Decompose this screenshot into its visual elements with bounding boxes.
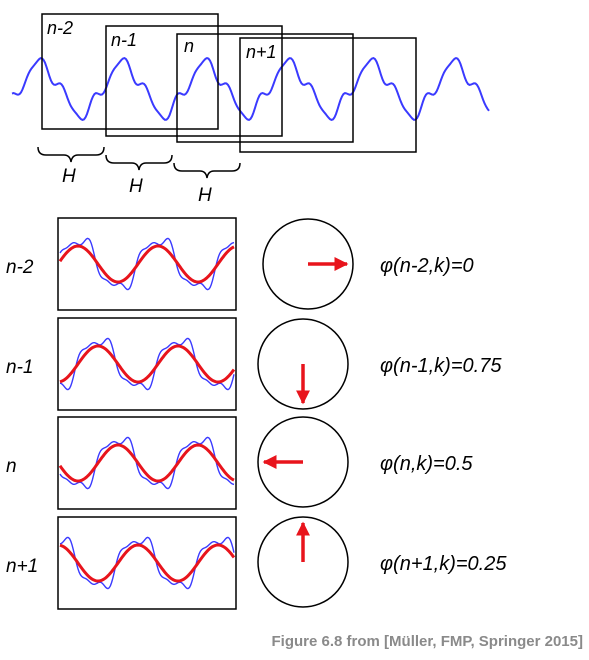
frame-signal: [59, 536, 235, 590]
phase-row: n φ(n,k)=0.5: [6, 416, 473, 510]
top-frame-label: n-1: [111, 30, 137, 50]
phase-circle: [262, 218, 354, 310]
hop-brace-1: H: [37, 146, 105, 187]
phase-value-label: φ(n-2,k)=0: [380, 255, 474, 277]
frame-signal: [59, 436, 235, 490]
fitted-sinusoid: [58, 443, 235, 483]
phase-value-label: φ(n+1,k)=0.25: [380, 553, 507, 575]
row-frame-label: n-1: [6, 357, 33, 378]
top-frame-3: n: [176, 33, 354, 143]
frame-box: [57, 516, 237, 610]
phase-circle: [257, 318, 349, 410]
hop-label: H: [129, 176, 143, 197]
top-frame-1: n-2: [41, 13, 219, 130]
fitted-sinusoid: [59, 543, 236, 583]
top-frame-2: n-1: [105, 25, 283, 137]
fitted-sinusoid: [59, 344, 236, 384]
phase-row: n-1 φ(n-1,k)=0.75: [6, 317, 502, 411]
phase-circle: [257, 516, 349, 608]
top-signal-waveform: [11, 57, 490, 121]
row-frame-label: n-2: [6, 257, 34, 278]
phase-circle: [257, 416, 349, 508]
figure-caption: Figure 6.8 from [Müller, FMP, Springer 2…: [272, 633, 583, 650]
row-frame-label: n+1: [6, 556, 38, 577]
fitted-sinusoid: [58, 244, 235, 284]
row-frame-label: n: [6, 456, 17, 477]
hop-brace-2: H: [105, 154, 173, 197]
top-frame-label: n+1: [246, 42, 277, 62]
phase-row: n-2 φ(n-2,k)=0: [6, 217, 474, 311]
frame-signal: [59, 237, 235, 291]
top-frame-4: n+1: [239, 37, 417, 153]
hop-label: H: [62, 166, 76, 187]
frame-box: [57, 217, 237, 311]
frame-box: [57, 317, 237, 411]
hop-label: H: [198, 185, 212, 206]
top-frame-label: n-2: [47, 18, 73, 38]
phase-row: n+1 φ(n+1,k)=0.25: [6, 516, 507, 610]
frame-signal: [59, 337, 235, 391]
phase-value-label: φ(n-1,k)=0.75: [380, 355, 502, 377]
phase-value-label: φ(n,k)=0.5: [380, 453, 473, 475]
frame-box: [57, 416, 237, 510]
top-frame-label: n: [184, 36, 194, 56]
hop-brace-3: H: [173, 162, 241, 206]
